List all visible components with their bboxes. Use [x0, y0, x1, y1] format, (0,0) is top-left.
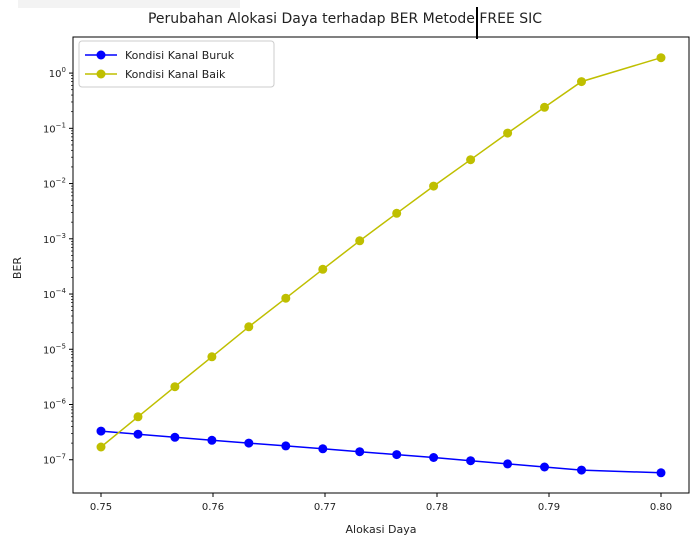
data-point-1 — [503, 128, 513, 138]
x-tick-label: 0.79 — [538, 502, 560, 513]
y-tick-label: 10−1 — [43, 121, 66, 135]
series-line-1 — [100, 56, 662, 448]
x-tick-label: 0.78 — [426, 502, 448, 513]
y-tick-label: 10−2 — [43, 177, 66, 191]
data-point-0 — [133, 429, 143, 439]
legend-box — [78, 40, 275, 88]
data-point-0 — [466, 456, 476, 466]
data-point-1 — [355, 236, 365, 246]
legend: Kondisi Kanal Buruk Kondisi Kanal Baik — [78, 40, 275, 88]
y-tick-label: 10−5 — [43, 342, 66, 356]
data-point-1 — [656, 53, 666, 63]
chart-title: Perubahan Alokasi Daya terhadap BER Meto… — [147, 11, 543, 27]
plot-frame — [72, 36, 690, 494]
text-cursor — [476, 7, 478, 39]
data-point-0 — [429, 453, 439, 462]
y-tick-label: 10−3 — [43, 232, 66, 246]
x-tick-label: 0.76 — [202, 502, 224, 513]
data-point-1 — [466, 155, 476, 165]
legend-label-buruk: Kondisi Kanal Buruk — [125, 49, 235, 62]
y-tick-label: 10−4 — [43, 287, 67, 301]
data-point-0 — [503, 459, 513, 469]
data-point-0 — [318, 444, 328, 454]
data-point-0 — [355, 447, 365, 457]
data-point-1 — [281, 293, 291, 303]
legend-marker-baik — [96, 69, 106, 79]
data-point-0 — [96, 426, 106, 436]
y-tick-label: 10−7 — [43, 453, 66, 467]
x-axis-label: Alokasi Daya — [346, 523, 417, 536]
data-point-0 — [392, 450, 402, 460]
data-point-0 — [281, 441, 291, 451]
legend-marker-buruk — [96, 50, 106, 60]
data-point-0 — [577, 465, 586, 475]
data-point-0 — [244, 438, 254, 448]
series-line-0 — [100, 430, 662, 474]
data-point-0 — [656, 468, 666, 478]
data-point-1 — [392, 208, 402, 218]
series-layer — [96, 53, 666, 478]
data-point-1 — [429, 181, 439, 191]
data-point-1 — [540, 102, 549, 112]
legend-label-baik: Kondisi Kanal Baik — [125, 68, 226, 81]
data-point-1 — [207, 352, 217, 362]
data-point-1 — [133, 412, 143, 422]
y-axis-label: BER — [11, 257, 24, 279]
x-ticks: 0.75 0.76 0.77 0.78 0.79 0.80 — [90, 493, 672, 513]
data-point-1 — [244, 322, 254, 332]
y-ticks: 10−7 10−6 10−5 10−4 10−3 10−2 10−1 100 — [43, 66, 73, 467]
y-tick-label: 10−6 — [43, 398, 67, 412]
data-point-1 — [96, 442, 106, 452]
x-tick-label: 0.75 — [90, 502, 112, 513]
y-tick-label: 100 — [49, 66, 66, 80]
data-point-1 — [170, 382, 180, 392]
data-point-1 — [318, 264, 328, 274]
x-tick-label: 0.77 — [314, 502, 336, 513]
x-tick-label: 0.80 — [650, 502, 672, 513]
top-strip — [18, 0, 240, 8]
data-point-0 — [207, 435, 217, 445]
data-point-0 — [540, 462, 549, 472]
data-point-0 — [170, 432, 180, 442]
data-point-1 — [577, 77, 586, 87]
